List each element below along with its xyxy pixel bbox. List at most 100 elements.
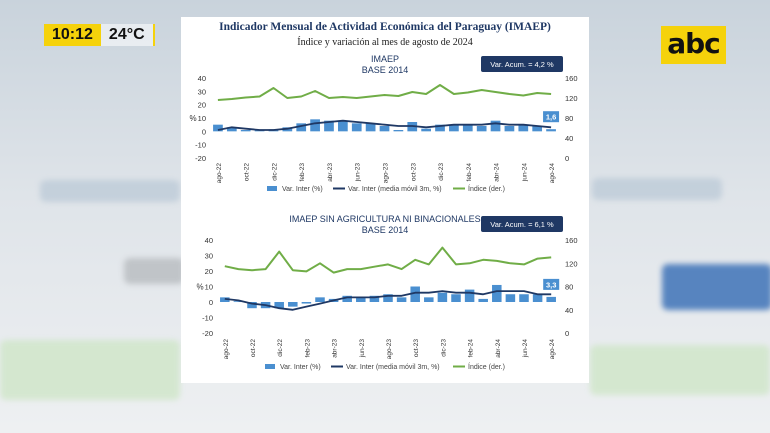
x-tick-label: ago-22 <box>216 163 223 184</box>
x-tick-label: feb-23 <box>304 339 311 358</box>
time-display: 10:12 <box>44 24 101 46</box>
var-acum-box <box>481 216 563 232</box>
bar-var-inter <box>315 297 325 302</box>
line-media-movil <box>217 119 552 131</box>
y2-tick-label: 80 <box>565 283 573 292</box>
legend-label: Var. Inter (%) <box>282 186 323 193</box>
y2-tick-label: 120 <box>565 94 578 103</box>
last-value-badge <box>543 278 560 290</box>
y-tick-label: -10 <box>202 314 213 323</box>
y-tick-label: 40 <box>205 236 213 245</box>
x-tick-label: dic-22 <box>277 339 284 357</box>
y-tick-label: -20 <box>202 329 213 338</box>
page-title: Indicador Mensual de Actividad Económica… <box>219 21 551 33</box>
bar-var-inter <box>519 294 529 302</box>
bar-var-inter <box>435 124 445 132</box>
bar-var-inter <box>504 126 515 132</box>
x-tick-label: abr-24 <box>495 339 502 358</box>
bar-var-inter <box>213 124 223 132</box>
x-tick-label: jun-24 <box>521 163 528 182</box>
bar-var-inter <box>437 292 448 302</box>
legend-label: Índice (der.) <box>468 184 505 193</box>
x-tick-label: ago-24 <box>549 163 556 184</box>
bar-var-inter <box>396 297 407 302</box>
bar-var-inter <box>476 126 487 132</box>
y-tick-label: 0 <box>202 127 206 136</box>
x-tick-label: jun-23 <box>355 163 362 182</box>
bar-var-inter <box>546 296 556 302</box>
background-glow-right <box>590 345 770 395</box>
bar-var-inter <box>338 120 348 132</box>
x-tick-label: ago-24 <box>549 339 556 360</box>
x-tick-label: jun-24 <box>522 339 529 358</box>
bar-var-inter <box>301 302 312 304</box>
x-tick-label: ago-23 <box>386 339 393 360</box>
bar-var-inter <box>310 119 320 132</box>
y-tick-label: 20 <box>205 267 213 276</box>
y-tick-label: 10 <box>198 114 206 123</box>
bar-var-inter <box>296 123 307 132</box>
y2-tick-label: 40 <box>565 306 573 315</box>
bar-var-inter <box>424 297 434 302</box>
page-subtitle: Índice y variación al mes de agosto de 2… <box>297 37 473 48</box>
bar-var-inter <box>393 130 404 132</box>
x-tick-label: dic-23 <box>440 339 447 357</box>
background-banner-left <box>40 180 180 202</box>
bar-var-inter <box>532 294 543 302</box>
bar-var-inter <box>324 120 334 132</box>
x-tick-label: oct-22 <box>244 163 251 181</box>
bar-var-inter <box>383 294 393 302</box>
x-tick-label: abr-23 <box>327 163 334 182</box>
chart-subtitle: BASE 2014 <box>362 225 409 235</box>
bar-var-inter <box>410 286 420 302</box>
bar-var-inter <box>421 128 431 132</box>
background-glow-left <box>0 340 180 400</box>
background-banner-right <box>592 178 722 200</box>
y-axis-label: % <box>189 114 196 123</box>
line-indice <box>217 84 552 101</box>
bar-var-inter <box>369 295 380 302</box>
legend-swatch-bar <box>267 186 277 191</box>
bar-var-inter <box>342 295 352 302</box>
line-indice <box>224 246 552 274</box>
bar-var-inter <box>451 294 461 302</box>
y-tick-label: 30 <box>205 252 213 261</box>
y2-tick-label: 40 <box>565 134 573 143</box>
x-tick-label: abr-24 <box>494 163 501 182</box>
abc-logo: abc <box>661 26 726 64</box>
x-tick-label: oct-23 <box>413 339 420 357</box>
legend-swatch-bar <box>265 364 275 369</box>
background-box-right <box>662 264 770 310</box>
y2-tick-label: 160 <box>565 74 578 83</box>
bar-var-inter <box>240 130 251 132</box>
x-tick-label: ago-23 <box>383 163 390 184</box>
bar-var-inter <box>226 127 237 132</box>
bar-var-inter <box>274 302 284 309</box>
bar-var-inter <box>462 124 473 132</box>
y2-tick-label: 120 <box>565 259 578 268</box>
x-tick-label: abr-23 <box>332 339 339 358</box>
bar-var-inter <box>449 124 459 132</box>
y-axis-label: % <box>196 283 203 292</box>
bar-var-inter <box>490 120 501 132</box>
bar-var-inter <box>492 284 502 302</box>
legend-label: Var. Inter (media móvil 3m, %) <box>348 186 442 193</box>
bar-var-inter <box>356 297 366 302</box>
var-acum-label: Var. Acum. = 6,1 % <box>490 220 554 229</box>
charts-svg: IMAEP BASE 2014 -20 -10 0 10 20 30 40% 0 40 80 120 16… <box>189 54 578 371</box>
legend-label: Índice (der.) <box>468 362 505 371</box>
y-tick-label: -20 <box>195 154 206 163</box>
y-tick-label: 40 <box>198 74 206 83</box>
y-tick-label: 20 <box>198 101 206 110</box>
x-tick-label: dic-23 <box>438 163 445 181</box>
bar-var-inter <box>365 123 376 132</box>
clock-overlay: 10:12 24°C <box>44 24 155 46</box>
bar-var-inter <box>464 289 475 302</box>
bar-var-inter <box>288 302 298 307</box>
chart-title: IMAEP <box>371 54 399 64</box>
bar-var-inter <box>532 126 543 132</box>
bar-var-inter <box>478 298 488 302</box>
y2-tick-label: 160 <box>565 236 578 245</box>
y-tick-label: 0 <box>209 298 213 307</box>
bar-var-inter <box>546 129 556 132</box>
